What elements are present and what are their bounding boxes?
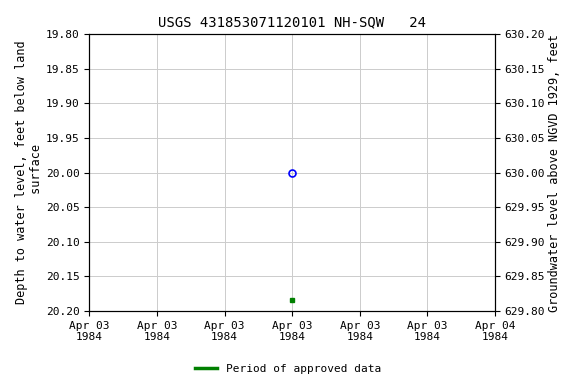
- Title: USGS 431853071120101 NH-SQW   24: USGS 431853071120101 NH-SQW 24: [158, 15, 426, 29]
- Y-axis label: Depth to water level, feet below land
 surface: Depth to water level, feet below land su…: [15, 41, 43, 305]
- Y-axis label: Groundwater level above NGVD 1929, feet: Groundwater level above NGVD 1929, feet: [548, 34, 561, 311]
- Legend: Period of approved data: Period of approved data: [191, 359, 385, 379]
